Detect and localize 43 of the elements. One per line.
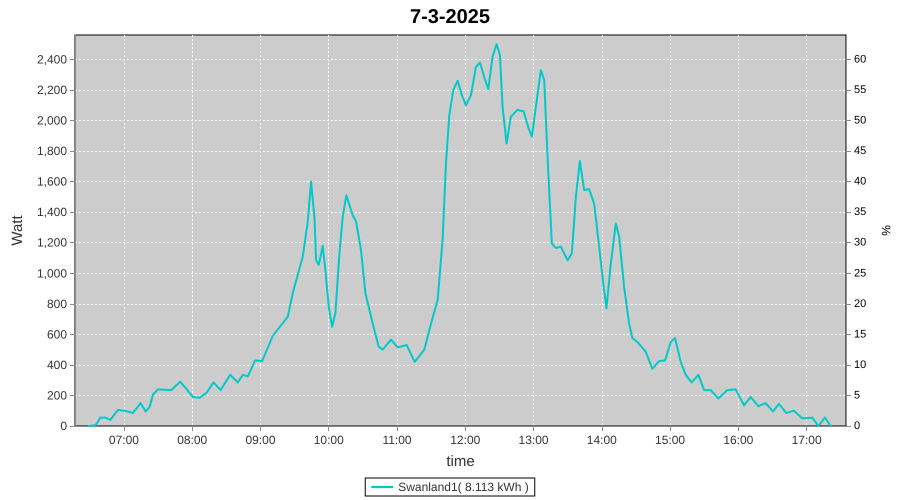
y2-tick-label: 10 [854, 358, 866, 371]
y-tick-label: 1,600 [36, 174, 68, 189]
x-tick-label: 17:00 [792, 433, 822, 447]
y-tick-label: 400 [46, 358, 68, 372]
y2-tick-label: 40 [854, 176, 866, 188]
x-tick-label: 11:00 [382, 433, 412, 447]
x-axis-title: time [446, 453, 475, 470]
x-tick-label: 12:00 [450, 433, 481, 447]
y2-axis-title: % [879, 225, 893, 236]
y2-tick-label: 15 [854, 328, 866, 340]
y2-tick-label: 60 [854, 53, 866, 66]
y-tick-label: 1,800 [36, 144, 68, 158]
y-tick-label: 600 [46, 327, 68, 342]
line-series [88, 43, 832, 427]
y-tick-label: 0 [60, 419, 68, 433]
chart-title: 7-3-2025 [410, 6, 490, 28]
y2-tick-label: 55 [854, 84, 866, 96]
y2-tick-label: 25 [854, 267, 866, 280]
y-tick-label: 200 [46, 388, 68, 402]
y-axis-title: Watt [9, 214, 26, 246]
x-tick-label: 09:00 [245, 433, 276, 447]
x-tick-label: 08:00 [177, 433, 208, 447]
y2-tick-label: 0 [854, 420, 860, 432]
y2-tick-label: 5 [854, 389, 860, 402]
y2-tick-label: 50 [854, 114, 866, 127]
x-tick-label: 16:00 [723, 433, 754, 447]
x-tick-label: 14:00 [586, 433, 618, 447]
x-tick-label: 15:00 [655, 433, 686, 447]
x-tick-label: 07:00 [108, 433, 140, 447]
legend-label: Swanland1( 8.113 kWh ) [398, 480, 529, 494]
y-tick-label: 2,400 [36, 52, 68, 66]
y-tick-label: 1,000 [36, 266, 68, 280]
x-tick-label: 13:00 [518, 433, 549, 447]
y-tick-label: 2,000 [36, 114, 68, 128]
y2-tick-label: 45 [854, 145, 866, 158]
y-tick-label: 1,400 [36, 205, 68, 220]
y2-tick-label: 30 [854, 236, 866, 249]
y-tick-label: 2,200 [36, 82, 68, 97]
y-tick-label: 800 [46, 296, 68, 311]
y2-tick-label: 35 [854, 206, 866, 218]
x-tick-label: 10:00 [314, 433, 344, 447]
y-tick-label: 1,200 [36, 236, 68, 250]
y2-tick-label: 20 [854, 298, 866, 310]
